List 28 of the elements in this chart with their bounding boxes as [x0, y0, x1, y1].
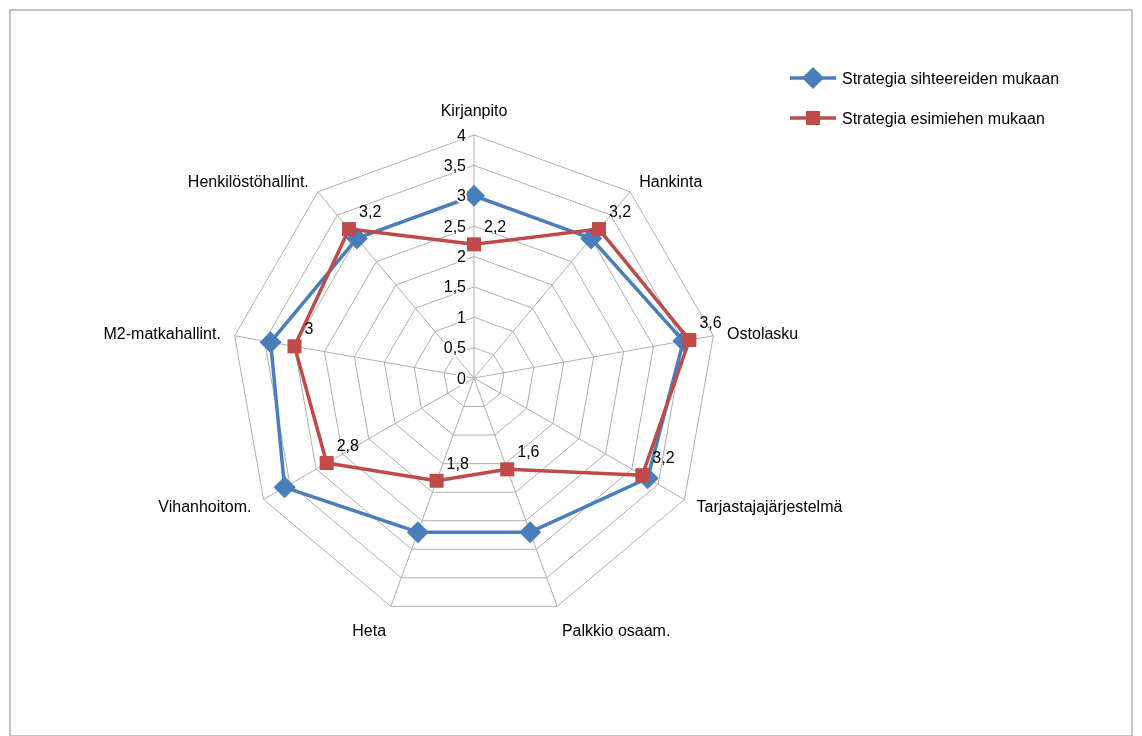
data-label: 3 — [304, 320, 314, 338]
data-label: 1,6 — [517, 443, 540, 461]
y-tick-label: 2 — [457, 248, 467, 266]
data-label: 3,2 — [608, 203, 632, 221]
spoke-label: Henkilöstöhallint. — [187, 172, 309, 190]
spoke-label: Hankinta — [639, 172, 703, 190]
legend-label: Strategia sihteereiden mukaan — [842, 69, 1060, 87]
data-label: 3,2 — [359, 203, 382, 221]
spoke-label: Heta — [352, 621, 387, 639]
y-tick-label: 0,5 — [443, 339, 467, 357]
y-tick-label: 2,5 — [443, 217, 467, 235]
data-label: 2,8 — [336, 437, 360, 455]
spoke-label: Kirjanpito — [440, 102, 508, 120]
data-label: 2,2 — [484, 218, 507, 236]
data-label: 3,2 — [652, 449, 675, 467]
y-tick-label: 1 — [457, 308, 467, 326]
y-tick-label: 3,5 — [443, 156, 467, 174]
y-tick-label: 1,5 — [443, 278, 467, 296]
spoke-label: Palkkio osaam. — [561, 621, 671, 639]
spoke-label: Tarjastajajärjestelmä — [696, 498, 843, 516]
y-tick-label: 4 — [457, 126, 467, 144]
legend-label: Strategia esimiehen mukaan — [842, 109, 1045, 127]
y-tick-label: 0 — [457, 369, 467, 387]
data-label: 1,8 — [446, 454, 469, 472]
data-label: 3,6 — [699, 314, 722, 332]
spoke-label: Vihanhoitom. — [158, 498, 252, 516]
spoke-label: M2-matkahallint. — [103, 324, 221, 342]
spoke-label: Ostolasku — [727, 324, 799, 342]
